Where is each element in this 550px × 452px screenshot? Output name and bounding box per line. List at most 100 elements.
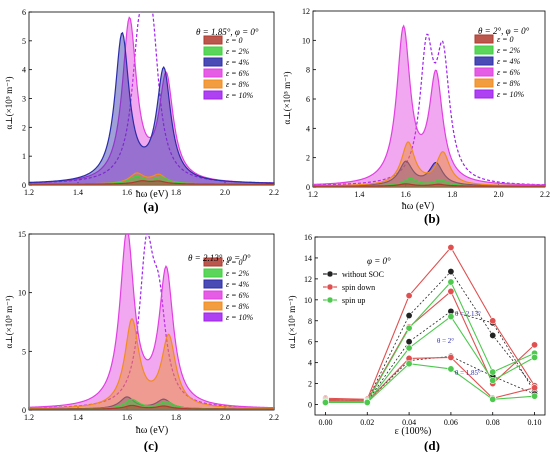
panel-a-ylabel: α⊥(×10⁵ m⁻¹) (4, 76, 14, 129)
panel-d-series-7-point (405, 344, 413, 352)
panel-d-legend-marker-2 (326, 296, 334, 304)
panel-c-legend-swatch-4 (203, 301, 223, 311)
panel-c-xtick-label: 2.0 (220, 413, 230, 422)
panel-c-xtick-label: 2.2 (269, 413, 279, 422)
panel-a-series-0-area (29, 180, 274, 185)
panel-a-legend-swatch-4 (203, 79, 223, 89)
panel-d-series-8-line (325, 363, 535, 403)
panel-a-ytick-label: 6 (22, 8, 26, 17)
panel-d-xtick-label: 0.08 (486, 418, 500, 427)
panel-a-legend-label-3: ε = 6% (226, 69, 250, 78)
panel-b: 1.2 1.4 1.6 1.8 2.0 2.2 0 2 4 6 8 10 12 ε = 0 ε = 2% ε … (302, 7, 550, 199)
panel-a-xtick-label: 1.6 (122, 188, 132, 197)
panel-c-ylabel: α⊥(×10⁵ m⁻¹) (4, 295, 14, 348)
panel-a-series-3-area (29, 17, 274, 185)
panel-d-ytick-label: 14 (304, 254, 312, 263)
panel-b-xlabel: ħω (eV) (402, 201, 434, 212)
panel-a-annotation: θ = 1.85°, φ = 0° (196, 27, 259, 37)
panel-a-ytick-label: 4 (22, 66, 26, 75)
panel-d-series-6-point (405, 324, 413, 332)
panel-b-xtick-label: 1.2 (308, 190, 318, 199)
panel-b-series-5-line (313, 33, 545, 186)
panel-b-legend-label-1: ε = 2% (497, 46, 521, 55)
panel-b-legend-swatch-0 (474, 34, 494, 44)
panel-d-series-0-point (405, 312, 413, 320)
panel-b-legend-label-4: ε = 8% (497, 79, 521, 88)
panel-d-legend-marker-0 (326, 270, 334, 278)
panel-d-series-3-line (325, 246, 536, 400)
panel-a: 1.2 1.4 1.6 1.8 2.0 2.2 0 1 2 3 4 5 6 ε = 0 ε = 2% ε = … (22, 8, 279, 197)
panel-b-series-0-line (313, 183, 545, 187)
panel-d-series-1-line (325, 310, 535, 402)
panel-a-series-5-line (29, 12, 274, 184)
panel-b-legend-label-0: ε = 0 (497, 35, 514, 44)
panel-a-legend-label-4: ε = 8% (226, 80, 250, 89)
panel-d-ylabel: α⊥(×10⁵ m⁻¹) (287, 295, 297, 348)
panel-a-xlabel: ħω (eV) (136, 189, 168, 200)
panel-b-plot (313, 24, 545, 187)
panel-b-xtick-label: 1.8 (447, 190, 457, 199)
panel-d-ytick-label: 6 (308, 338, 312, 347)
panel-c-legend-label-4: ε = 8% (226, 302, 250, 311)
panel-b-ytick-label: 0 (306, 183, 310, 192)
panel-c-ytick-label: 5 (22, 347, 26, 356)
panel-d-series-3-point (447, 243, 455, 251)
panel-b-ylabel: α⊥(×10⁵ m⁻¹) (282, 71, 292, 124)
panel-c-legend-swatch-0 (203, 257, 223, 267)
panel-a-series-2-area (29, 32, 274, 185)
panel-b-legend-label-3: ε = 6% (497, 68, 521, 77)
panel-a-ytick-label: 5 (22, 37, 26, 46)
panel-b-legend-swatch-1 (474, 45, 494, 55)
panel-d-series-4-point (447, 287, 455, 295)
panel-c-legend-label-3: ε = 6% (226, 291, 250, 300)
panel-c-xtick-label: 1.4 (73, 413, 83, 422)
panel-d-legend-label-2: spin up (342, 296, 365, 305)
panel-d-series-5-point (531, 384, 539, 392)
panel-c-ytick-label: 0 (22, 406, 26, 415)
panel-b-legend-swatch-4 (474, 78, 494, 88)
panel-b-series-4-area (313, 141, 545, 187)
panel-c-ytick-label: 15 (18, 230, 26, 239)
panel-b-series-4-line (313, 141, 545, 187)
panel-d-series-0-point (489, 331, 497, 339)
panel-b-ytick-label: 10 (302, 36, 310, 45)
panel-a-series-2-line (29, 31, 274, 184)
panel-c-annotation: θ = 2.13°, φ = 0° (188, 253, 251, 263)
panel-b-ytick-label: 12 (302, 7, 310, 16)
panel-a-legend-swatch-0 (203, 35, 223, 45)
panel-c-xtick-label: 1.6 (122, 413, 132, 422)
panel-c-legend-swatch-3 (203, 290, 223, 300)
panel-b-ytick-label: 8 (306, 66, 310, 75)
panel-c-xlabel: ħω (eV) (136, 425, 168, 436)
panel-d-xtick-label: 0.02 (360, 418, 374, 427)
panel-a-xtick-label: 1.4 (73, 188, 83, 197)
panel-a-series-0-line (29, 180, 274, 185)
panel-c: 1.2 1.4 1.6 1.8 2.0 2.2 0 5 10 15 ε = 0 ε = 2% ε = 4… (18, 230, 279, 422)
panel-d-xtick-label: 0.00 (318, 418, 332, 427)
panel-b-xtick-label: 2.0 (494, 190, 504, 199)
panel-d-series-0-point (447, 268, 455, 276)
panel-d-series-2-line (325, 355, 535, 402)
panel-b-ytick-label: 2 (306, 154, 310, 163)
panel-d-series-4-point (531, 341, 539, 349)
panel-c-legend-label-2: ε = 4% (226, 280, 250, 289)
panel-c-plot (29, 234, 274, 410)
panel-c-legend-swatch-5 (203, 312, 223, 322)
panel-d-series-7-line (325, 315, 535, 403)
panel-c-xtick-label: 1.8 (171, 413, 181, 422)
panel-d-series-8-point (531, 392, 539, 400)
panel-a-ytick-label: 2 (22, 123, 26, 132)
panel-b-legend-swatch-2 (474, 56, 494, 66)
panel-d-xtick-label: 0.06 (444, 418, 458, 427)
panel-d-series-0-line (325, 270, 535, 401)
panel-d-series-6-point (447, 278, 455, 286)
panel-d-series-6-line (325, 281, 535, 402)
panel-a-ytick-label: 3 (22, 95, 26, 104)
panel-d-series-8-point (447, 365, 455, 373)
panel-a-legend-swatch-1 (203, 46, 223, 56)
panel-c-legend-swatch-2 (203, 279, 223, 289)
panel-d-series-4-line (325, 290, 535, 401)
panel-d-series-7-point (531, 353, 539, 361)
panel-d-inline-label-2: θ = 2° (437, 337, 454, 345)
